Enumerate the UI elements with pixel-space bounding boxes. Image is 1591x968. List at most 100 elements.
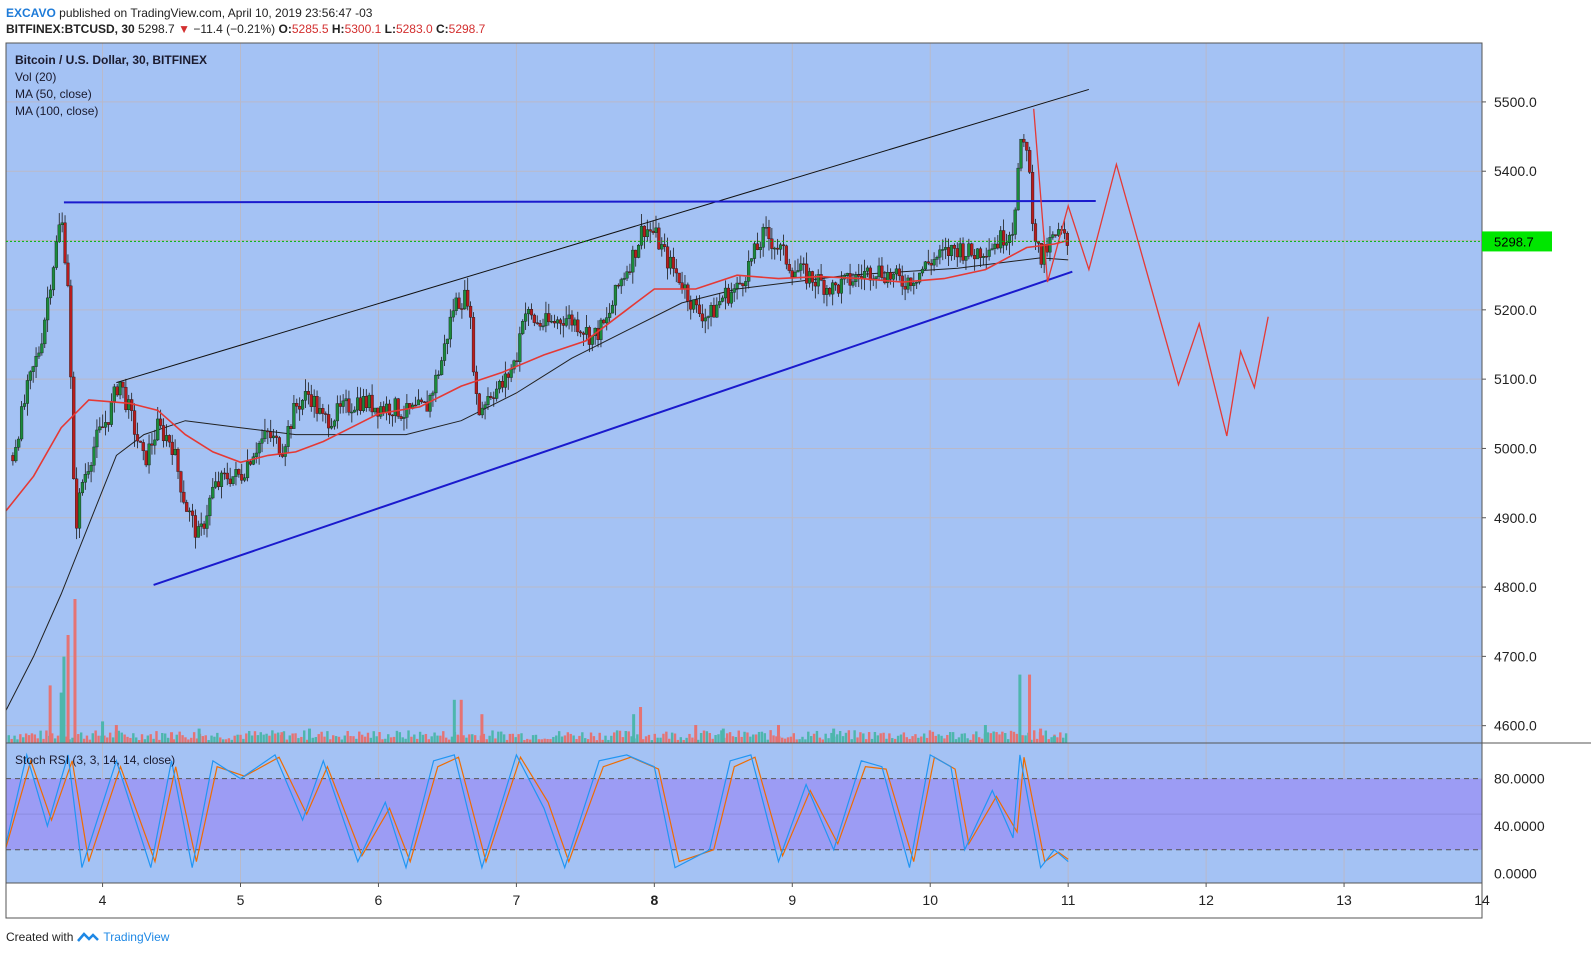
candle-body [190, 510, 195, 516]
volume-bar [39, 730, 42, 743]
candle-body [40, 343, 44, 354]
volume-bar [27, 735, 31, 743]
volume-bar [340, 739, 344, 743]
volume-bar [253, 731, 257, 743]
volume-spike-16 [694, 725, 698, 743]
legend-title[interactable]: Bitcoin / U.S. Dollar, 30, BITFINEX [15, 53, 208, 67]
volume-bar [465, 737, 468, 743]
stoch-axis[interactable]: 80.0000 40.0000 0.0000 [1494, 771, 1545, 882]
candle-body [428, 394, 432, 412]
price-axis[interactable]: 5500.05400.05300.05200.05100.05000.04900… [1482, 94, 1537, 734]
trendlines[interactable] [63, 88, 1096, 586]
candle-body [211, 486, 215, 499]
volume-bar [369, 737, 373, 743]
candle-body [1057, 229, 1061, 236]
candle-body [694, 299, 699, 306]
candle-body [124, 386, 128, 410]
volume-bar [992, 731, 995, 743]
candle-body [862, 271, 867, 279]
candle-body [790, 270, 794, 278]
volume-bar [853, 730, 856, 743]
volume-bar [807, 731, 810, 743]
last-price-tag [1482, 231, 1552, 252]
candle-body [1051, 234, 1055, 238]
volume-bar [149, 734, 152, 743]
candle-body [712, 305, 716, 318]
volume-bar [604, 735, 607, 743]
tradingview-link[interactable]: TradingView [103, 930, 170, 944]
volume-bar [621, 737, 625, 743]
legend-stoch[interactable]: Stoch RSI (3, 3, 14, 14, close) [15, 753, 176, 767]
volume-bar [439, 735, 442, 743]
candle-body [182, 491, 186, 503]
candle-body [379, 406, 383, 417]
volume-bar [407, 730, 410, 743]
legend-vol[interactable]: Vol (20) [15, 70, 57, 84]
candle-body [793, 271, 797, 278]
candle-body [457, 297, 461, 309]
candle-body [770, 238, 774, 249]
time-tick-label: 14 [1474, 892, 1490, 908]
candle-body [243, 477, 247, 481]
candle-body [564, 318, 568, 326]
legend-ma100[interactable]: MA (100, close) [15, 104, 99, 118]
volume-bar [77, 734, 80, 743]
volume-bar [13, 735, 16, 743]
volume-bar [641, 739, 645, 743]
candle-body [700, 313, 704, 322]
candle-body [393, 398, 397, 416]
candle-body [170, 441, 174, 455]
candle-body [741, 283, 745, 287]
volume-bar [163, 733, 167, 743]
candle-body [657, 227, 661, 250]
candle-body [990, 248, 994, 251]
volume-bar [893, 738, 897, 743]
volume-bar [430, 736, 433, 743]
volume-spike-18 [776, 725, 780, 743]
volume-bar [1021, 735, 1024, 743]
stoch-k-line [5, 752, 1069, 870]
volume-bar [998, 734, 1001, 743]
candle-body [1019, 138, 1023, 169]
candle-body [613, 284, 618, 306]
volume-bar [502, 734, 506, 743]
candle-body [732, 288, 736, 293]
candle-body [547, 313, 551, 323]
volume-spike-9 [280, 732, 284, 743]
volume-bar [809, 736, 813, 743]
candle-body [468, 305, 473, 318]
close-value: 5298.7 [448, 22, 486, 36]
volume-bar [190, 737, 193, 743]
legend-ma50[interactable]: MA (50, close) [15, 87, 92, 101]
volume-bar [885, 738, 888, 743]
candle-body [984, 256, 988, 258]
volume-bar [607, 739, 610, 743]
candle-body [544, 313, 548, 327]
volume-bar [274, 733, 277, 743]
candle-body [567, 314, 571, 319]
time-axis[interactable]: 4 5 6 7 8 9 10 11 12 13 14 [99, 883, 1490, 908]
stoch-tick-label: 0.0000 [1494, 866, 1537, 882]
published-text: published on TradingView.com, April 10, … [59, 6, 373, 20]
candle-body [946, 247, 951, 256]
volume-bar [471, 734, 474, 743]
stoch-lines [5, 752, 1069, 870]
volume-bar [337, 736, 341, 743]
volume-bar [158, 739, 161, 743]
main-pane-bg [6, 43, 1482, 743]
author-name[interactable]: EXCAVO [6, 6, 56, 20]
candle-body [993, 243, 997, 249]
volume-bar [946, 734, 949, 743]
volume-bar [668, 738, 671, 743]
volume-bar [378, 732, 381, 743]
ma100-path [5, 257, 1069, 711]
candle-body [515, 360, 519, 362]
candle-body [66, 262, 70, 287]
candle-body [668, 256, 673, 269]
candle-body [967, 243, 971, 257]
projection-path[interactable] [1033, 108, 1269, 437]
volume-bar [702, 730, 706, 743]
candle-body [674, 268, 678, 274]
volume-bar [746, 732, 749, 743]
